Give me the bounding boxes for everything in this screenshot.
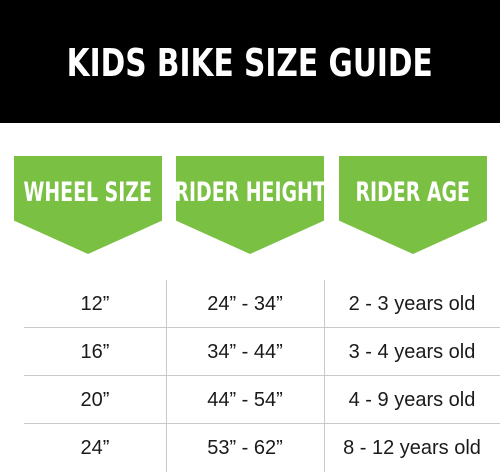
header-label-rider-height: RIDER HEIGHT bbox=[174, 177, 326, 208]
header-label-rider-age: RIDER AGE bbox=[355, 177, 471, 208]
rider-age-cell: 2 - 3 years old bbox=[348, 292, 476, 315]
table-row: 16” 34” - 44” 3 - 4 years old bbox=[24, 328, 500, 376]
row-divider bbox=[24, 327, 500, 328]
rider-height-cell: 44” - 54” bbox=[207, 388, 283, 411]
table-row: 24” 53” - 62” 8 - 12 years old bbox=[24, 424, 500, 472]
size-table: 12” 24” - 34” 2 - 3 years old 16” 34” - … bbox=[24, 280, 500, 472]
row-divider bbox=[24, 423, 500, 424]
title-banner: KIDS BIKE SIZE GUIDE bbox=[0, 0, 500, 123]
rider-age-cell: 4 - 9 years old bbox=[348, 388, 476, 411]
header-wheel-size: WHEEL SIZE bbox=[14, 156, 162, 254]
wheel-size-cell: 16” bbox=[80, 340, 110, 363]
wheel-size-cell: 24” bbox=[80, 436, 110, 459]
rider-height-cell: 34” - 44” bbox=[207, 340, 283, 363]
page-title: KIDS BIKE SIZE GUIDE bbox=[66, 40, 434, 85]
header-rider-age: RIDER AGE bbox=[339, 156, 487, 254]
header-rider-height: RIDER HEIGHT bbox=[176, 156, 324, 254]
table-row: 20” 44” - 54” 4 - 9 years old bbox=[24, 376, 500, 424]
wheel-size-cell: 12” bbox=[80, 292, 110, 315]
header-label-wheel-size: WHEEL SIZE bbox=[23, 177, 153, 208]
rider-age-cell: 8 - 12 years old bbox=[343, 436, 481, 459]
rider-height-cell: 53” - 62” bbox=[207, 436, 283, 459]
column-divider bbox=[166, 280, 167, 472]
rider-age-cell: 3 - 4 years old bbox=[348, 340, 476, 363]
rider-height-cell: 24” - 34” bbox=[207, 292, 283, 315]
column-divider bbox=[324, 280, 325, 472]
wheel-size-cell: 20” bbox=[80, 388, 110, 411]
table-row: 12” 24” - 34” 2 - 3 years old bbox=[24, 280, 500, 328]
row-divider bbox=[24, 375, 500, 376]
